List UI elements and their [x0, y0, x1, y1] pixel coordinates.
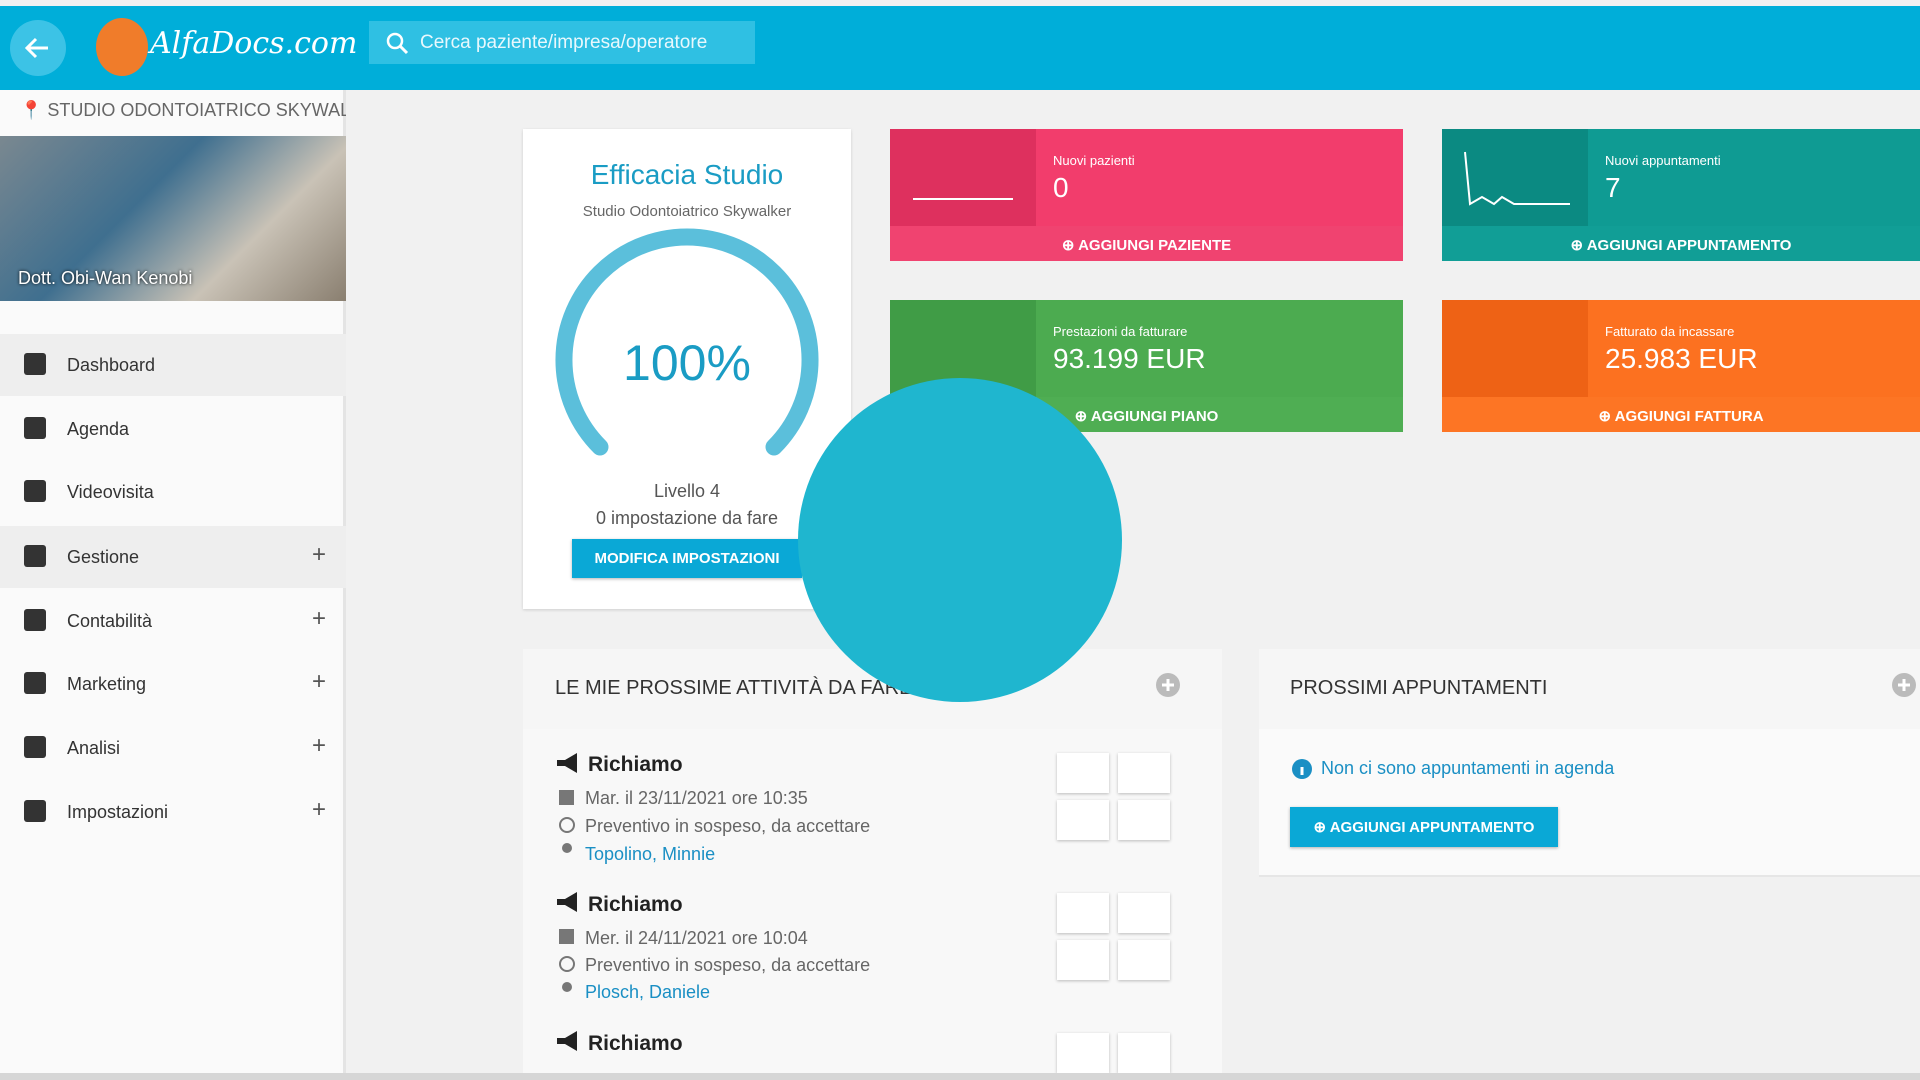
- stat-value: 0: [1053, 172, 1069, 203]
- stat-value: 25.983 EUR: [1605, 343, 1758, 374]
- menu-item[interactable]: Contabilità +: [0, 590, 346, 652]
- menu-item[interactable]: Dashboard: [0, 334, 346, 396]
- menu-label: Contabilità: [67, 611, 153, 631]
- settings-button[interactable]: MODIFICA IMPOSTAZIONI: [572, 539, 802, 578]
- efficacy-title: Efficacia Studio: [590, 159, 784, 190]
- search-placeholder: Cerca paziente/impresa/operatore: [420, 32, 708, 53]
- done-button[interactable]: [1057, 1033, 1109, 1073]
- task-status: Preventivo in sospeso, da accettare: [585, 816, 871, 836]
- logo-icon: [96, 18, 148, 76]
- task-icons: [557, 753, 577, 1051]
- top-bar: [0, 6, 1920, 90]
- menu-label: Gestione: [67, 547, 140, 567]
- profile-photo: [0, 136, 346, 301]
- click-indicator: [798, 378, 1122, 702]
- button-text: AGGIUNGI APPUNTAMENTO: [1329, 819, 1535, 836]
- task-type: Richiamo: [588, 893, 683, 916]
- efficacy-percent: 100%: [623, 335, 751, 391]
- menu-label: Dashboard: [67, 355, 156, 375]
- appointments-title: PROSSIMI APPUNTAMENTI: [1290, 677, 1548, 699]
- stat-action-text: AGGIUNGI PIANO: [1090, 408, 1219, 425]
- search-box[interactable]: Cerca paziente/impresa/operatore: [369, 21, 755, 64]
- task-type: Richiamo: [588, 1032, 683, 1055]
- stat-action[interactable]: ⊕ AGGIUNGI FATTURA: [1442, 397, 1920, 432]
- stat-label: Prestazioni da fatturare: [1053, 324, 1188, 339]
- menu-label: Analisi: [67, 738, 121, 758]
- stat-card: Nuovi appuntamenti 7 ⊕ AGGIUNGI APPUNTAMEN…: [1442, 129, 1920, 261]
- menu-label: Agenda: [67, 419, 130, 439]
- menu-item[interactable]: Impostazioni +: [0, 781, 346, 843]
- task-type: Richiamo: [588, 753, 683, 776]
- tasks-title: LE MIE PROSSIME ATTIVITÀ DA FARE: [555, 677, 913, 699]
- doctor-name: Dott. Obi-Wan Kenobi: [18, 268, 193, 288]
- appointments-panel: PROSSIMI APPUNTAMENTI Non ci sono appunt…: [1259, 649, 1920, 877]
- done-button[interactable]: [1057, 893, 1109, 933]
- delete-button[interactable]: [1118, 940, 1170, 980]
- stat-action[interactable]: ⊕ AGGIUNGI PAZIENTE: [890, 226, 1403, 261]
- calendar-button[interactable]: [1118, 753, 1170, 793]
- edit-button[interactable]: [1057, 940, 1109, 980]
- done-button[interactable]: [1057, 753, 1109, 793]
- menu-item[interactable]: Analisi +: [0, 717, 346, 779]
- efficacy-level: Livello 4: [653, 481, 721, 501]
- efficacy-subtitle: Studio Odontoiatrico Skywalker: [582, 203, 792, 220]
- calendar-button[interactable]: [1118, 1033, 1170, 1073]
- gauge: [555, 228, 819, 456]
- stat-card: Prestazioni da fatturare 93.199 EUR ⊕ AGGI…: [890, 300, 1403, 432]
- stat-label: Fatturato da incassare: [1605, 324, 1735, 339]
- studio-name: 📍 STUDIO ODONTOIATRICO SKYWALKER: [20, 100, 346, 121]
- menu-item[interactable]: Agenda: [0, 398, 346, 460]
- stat-card: Nuovi pazienti 0 ⊕ AGGIUNGI PAZIENTE: [890, 129, 1403, 261]
- back-button[interactable]: [10, 20, 66, 76]
- menu-item[interactable]: Videovisita: [0, 461, 346, 523]
- bottom-border: [0, 1073, 1920, 1080]
- task-date: Mer. il 24/11/2021 ore 10:04: [585, 928, 808, 948]
- menu-label: Marketing: [67, 674, 147, 694]
- stat-action-text: AGGIUNGI FATTURA: [1614, 408, 1764, 425]
- calendar-button[interactable]: [1118, 893, 1170, 933]
- appointments-empty: Non ci sono appuntamenti in agenda: [1321, 758, 1615, 778]
- stat-card: Fatturato da incassare 25.983 EUR ⊕ AGGIUN…: [1442, 300, 1920, 432]
- logo[interactable]: AlfaDocs.com: [150, 26, 358, 61]
- menu-label: Impostazioni: [67, 802, 169, 822]
- stat-value: 93.199 EUR: [1053, 343, 1206, 374]
- menu-item[interactable]: Marketing +: [0, 653, 346, 715]
- edit-button[interactable]: [1057, 800, 1109, 840]
- stat-value: 7: [1605, 172, 1621, 203]
- stat-label: Nuovi pazienti: [1053, 153, 1135, 168]
- menu-item[interactable]: Gestione +: [0, 526, 346, 588]
- stat-label: Nuovi appuntamenti: [1605, 153, 1721, 168]
- studio-text: STUDIO ODONTOIATRICO SKYWALKER: [47, 100, 346, 120]
- stat-action-text: AGGIUNGI PAZIENTE: [1078, 237, 1232, 254]
- efficacy-card: Efficacia Studio Studio Odontoiatrico Sk…: [523, 129, 851, 609]
- task-date: Mar. il 23/11/2021 ore 10:35: [585, 788, 808, 808]
- efficacy-pending: 0 impostazione da fare: [595, 508, 779, 528]
- add-appointment-button[interactable]: ⊕ AGGIUNGI APPUNTAMENTO: [1290, 807, 1558, 847]
- stat-action-text: AGGIUNGI APPUNTAMENTO: [1586, 237, 1792, 254]
- task-patient[interactable]: Plosch, Daniele: [585, 982, 711, 1002]
- menu-label: Videovisita: [67, 482, 154, 502]
- task-status: Preventivo in sospeso, da accettare: [585, 955, 871, 975]
- task-patient[interactable]: Topolino, Minnie: [585, 844, 716, 864]
- stat-action[interactable]: ⊕ AGGIUNGI APPUNTAMENTO: [1442, 226, 1920, 261]
- delete-button[interactable]: [1118, 800, 1170, 840]
